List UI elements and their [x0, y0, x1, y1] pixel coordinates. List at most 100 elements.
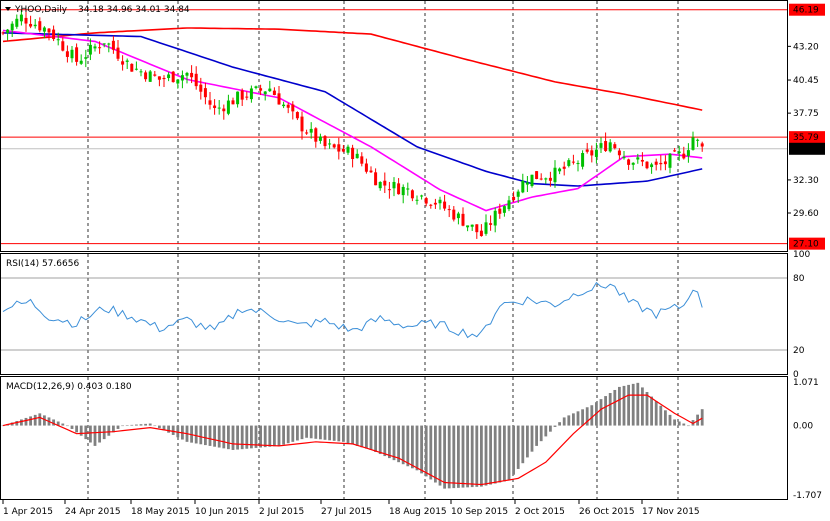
- macd-bar: [636, 382, 640, 426]
- candle-body: [125, 60, 129, 62]
- level-tag-label: 35.79: [793, 133, 819, 143]
- macd-bar: [608, 393, 612, 426]
- candle-body: [581, 153, 585, 167]
- macd-bar: [576, 411, 580, 426]
- macd-bar: [383, 425, 387, 457]
- price-tick-label: 43.20: [793, 42, 819, 52]
- macd-bar: [66, 425, 69, 427]
- candle-body: [1, 32, 5, 34]
- dropdown-triangle-icon[interactable]: [5, 7, 11, 11]
- macd-bar: [613, 389, 617, 426]
- vertical-grid: [87, 1, 679, 499]
- candle-body: [383, 180, 387, 186]
- candle-body: [323, 136, 327, 147]
- macd-bar: [687, 425, 690, 427]
- macd-bar: [79, 425, 83, 436]
- candle-body: [217, 107, 221, 109]
- macd-bar: [250, 425, 253, 449]
- candle-body: [558, 168, 562, 172]
- macd-bar: [337, 425, 341, 442]
- candle-body: [213, 105, 217, 109]
- candle-body: [700, 143, 704, 147]
- candle-body: [631, 162, 635, 165]
- macd-bar: [70, 425, 74, 429]
- candle-body: [75, 47, 79, 62]
- candle-body: [571, 161, 575, 163]
- price-tick-label: 37.75: [793, 109, 819, 119]
- candle-body: [447, 209, 451, 211]
- x-tick-label: 18 Aug 2015: [389, 507, 447, 517]
- candle-body: [79, 60, 83, 64]
- candle-body: [272, 90, 276, 96]
- candle-body: [677, 151, 681, 154]
- macd-bar: [659, 405, 663, 426]
- macd-tick-label: 0.00: [793, 422, 813, 432]
- candle-body: [337, 144, 341, 152]
- rsi-tick-label: 80: [793, 274, 805, 284]
- macd-bar: [664, 410, 667, 426]
- macd-bar: [677, 421, 681, 426]
- macd-bar: [263, 425, 267, 448]
- macd-bar: [567, 415, 571, 426]
- candle-body: [153, 74, 157, 76]
- candle-body: [38, 21, 42, 31]
- candle-body: [291, 104, 295, 112]
- candle-body: [594, 149, 598, 157]
- x-tick-label: 27 Jul 2015: [321, 507, 372, 517]
- candle-body: [300, 116, 304, 132]
- x-tick-label: 2 Jul 2015: [259, 507, 304, 517]
- macd-bar: [305, 425, 308, 438]
- rsi-title: RSI(14) 57.6656: [6, 259, 79, 269]
- x-tick-label: 2 Oct 2015: [515, 507, 565, 517]
- ma-slow-line: [2, 27, 703, 111]
- macd-bar: [631, 383, 635, 426]
- candle-body: [608, 142, 612, 152]
- candle-body: [562, 166, 566, 169]
- macd-bar: [503, 425, 506, 482]
- candle-body: [263, 91, 267, 95]
- candle-body: [696, 139, 700, 141]
- candle-body: [645, 161, 649, 169]
- last-price-tag: [789, 142, 825, 155]
- candle-body: [691, 137, 695, 150]
- macd-bar: [153, 425, 157, 427]
- candle-body: [15, 18, 19, 27]
- candle-body: [332, 144, 336, 148]
- candle-body: [397, 183, 401, 195]
- candle-body: [190, 72, 194, 78]
- rsi-tick-label: 100: [793, 250, 810, 260]
- x-tick-label: 10 Jun 2015: [195, 507, 249, 517]
- macd-bar: [585, 407, 589, 426]
- candle-body: [548, 177, 552, 181]
- level-tag-label: 46.19: [793, 6, 819, 16]
- macd-bar: [93, 425, 97, 446]
- macd-bar: [457, 425, 460, 488]
- candle-body: [93, 46, 97, 49]
- candlesticks: [1, 9, 704, 239]
- candle-body: [502, 206, 506, 213]
- candle-body: [617, 150, 621, 156]
- time-axis: 1 Apr 2015 24 Apr 2015 18 May 2015 10 Jun 2…: [2, 500, 700, 517]
- candle-body: [590, 150, 594, 156]
- macd-signal-line: [2, 394, 703, 486]
- macd-bar: [489, 425, 492, 485]
- candle-body: [309, 128, 313, 133]
- candle-body: [295, 112, 299, 119]
- candle-body: [516, 191, 520, 197]
- candle-body: [456, 213, 460, 219]
- macd-bar: [328, 425, 331, 441]
- macd-bar: [401, 425, 405, 465]
- candle-body: [157, 76, 161, 80]
- candle-body: [47, 28, 51, 33]
- macd-bar: [411, 425, 414, 469]
- macd-bar: [420, 425, 423, 474]
- macd-bar: [355, 425, 359, 446]
- last-price-label: 34.84: [793, 145, 819, 155]
- rsi-line: [2, 281, 703, 339]
- candle-body: [65, 51, 69, 57]
- macd-bar: [162, 425, 166, 431]
- macd-bar: [52, 419, 55, 426]
- candle-body: [507, 200, 511, 210]
- candle-body: [144, 72, 148, 80]
- candle-body: [222, 108, 226, 112]
